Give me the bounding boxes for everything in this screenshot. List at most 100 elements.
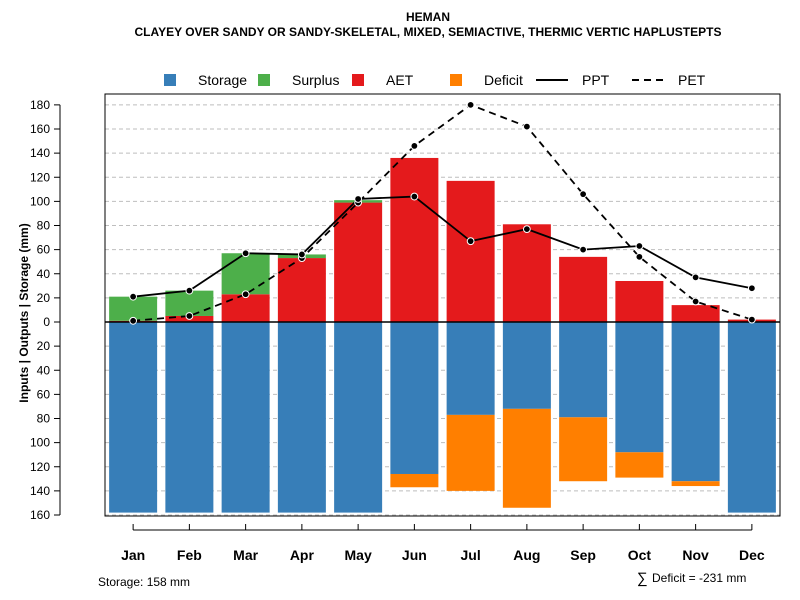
plot-frame bbox=[104, 93, 781, 517]
y-tick-label: 120 bbox=[30, 460, 50, 474]
pet-point bbox=[691, 297, 700, 306]
x-tick-label: Sep bbox=[570, 547, 596, 563]
pet-point bbox=[747, 315, 756, 324]
pet-point bbox=[410, 141, 419, 150]
y-tick-label: 100 bbox=[30, 436, 50, 450]
deficit-bar bbox=[390, 473, 439, 488]
y-tick-label: 60 bbox=[37, 243, 51, 257]
pet-point bbox=[635, 252, 644, 261]
y-tick-label: 20 bbox=[37, 339, 51, 353]
deficit-bar bbox=[446, 414, 495, 491]
legend-label: Surplus bbox=[292, 72, 339, 88]
aet-bar bbox=[334, 202, 383, 322]
x-tick-label: Apr bbox=[290, 547, 315, 563]
pet-point bbox=[241, 290, 250, 299]
y-tick-label: 0 bbox=[43, 315, 50, 329]
storage-bar bbox=[446, 322, 495, 415]
y-tick-label: 160 bbox=[30, 508, 50, 522]
legend-swatch bbox=[352, 74, 364, 86]
aet-bar bbox=[615, 280, 664, 322]
storage-bar bbox=[221, 322, 270, 513]
deficit-bar bbox=[615, 452, 664, 478]
ppt-point bbox=[747, 284, 756, 293]
x-tick-label: Jan bbox=[121, 547, 145, 563]
ppt-point bbox=[466, 237, 475, 246]
ppt-point bbox=[241, 249, 250, 258]
storage-bar bbox=[671, 322, 720, 482]
chart-subtitle: CLAYEY OVER SANDY OR SANDY-SKELETAL, MIX… bbox=[135, 25, 722, 39]
x-tick-label: Mar bbox=[233, 547, 258, 563]
aet-bar bbox=[671, 305, 720, 322]
y-tick-label: 140 bbox=[30, 146, 50, 160]
legend-label: AET bbox=[386, 72, 414, 88]
pet-point bbox=[129, 316, 138, 325]
y-axis-label: Inputs | Outputs | Storage (mm) bbox=[17, 223, 31, 402]
y-tick-label: 140 bbox=[30, 484, 50, 498]
x-tick-label: Aug bbox=[513, 547, 540, 563]
storage-note: Storage: 158 mm bbox=[98, 575, 190, 589]
storage-bar bbox=[727, 322, 776, 513]
legend-label: Deficit bbox=[484, 72, 523, 88]
pet-line bbox=[133, 103, 753, 322]
y-tick-label: 120 bbox=[30, 170, 50, 184]
y-tick-label: 160 bbox=[30, 122, 50, 136]
legend-label: PPT bbox=[582, 72, 610, 88]
storage-bar bbox=[277, 322, 326, 513]
ppt-point bbox=[635, 242, 644, 250]
surplus-bar bbox=[165, 290, 214, 316]
bars bbox=[105, 157, 780, 513]
sum-symbol: ∑ bbox=[637, 570, 648, 587]
ppt-point bbox=[579, 245, 588, 254]
y-tick-label: 60 bbox=[37, 387, 51, 401]
aet-bar bbox=[559, 256, 608, 322]
storage-bar bbox=[559, 322, 608, 418]
surplus-bar bbox=[221, 253, 270, 295]
x-tick-label: Oct bbox=[628, 547, 652, 563]
x-tick-label: Jun bbox=[402, 547, 427, 563]
deficit-bar bbox=[502, 408, 551, 508]
aet-bar bbox=[277, 258, 326, 322]
lines bbox=[129, 100, 756, 325]
legend-label: Storage bbox=[198, 72, 247, 88]
legend-label: PET bbox=[678, 72, 706, 88]
aet-bar bbox=[502, 224, 551, 322]
pet-point bbox=[185, 312, 194, 320]
storage-bar bbox=[334, 322, 383, 513]
storage-bar bbox=[390, 322, 439, 474]
y-tick-label: 40 bbox=[37, 363, 51, 377]
storage-bar bbox=[615, 322, 664, 453]
y-tick-label: 80 bbox=[37, 412, 51, 426]
axes: 0 20 40 60 80 100 120 140 160 180 20 40 60 80 100 120 14… bbox=[30, 93, 781, 563]
chart-title: HEMAN bbox=[406, 10, 450, 24]
aet-bar bbox=[390, 157, 439, 322]
surplus-bar bbox=[109, 296, 158, 321]
storage-bar bbox=[165, 322, 214, 513]
gridlines bbox=[105, 104, 780, 516]
y-tick-label: 180 bbox=[30, 98, 50, 112]
ppt-line bbox=[133, 195, 753, 298]
storage-bar bbox=[502, 322, 551, 409]
y-tick-label: 20 bbox=[37, 291, 51, 305]
legend-swatch bbox=[258, 74, 270, 86]
ppt-point bbox=[185, 286, 194, 295]
aet-bar bbox=[221, 294, 270, 322]
storage-bar bbox=[109, 322, 158, 513]
legend-swatch bbox=[164, 74, 176, 86]
deficit-bar bbox=[671, 481, 720, 487]
legend-swatch bbox=[450, 74, 462, 86]
pet-point bbox=[579, 190, 588, 199]
ppt-point bbox=[354, 195, 363, 203]
x-tick-label: May bbox=[345, 547, 372, 563]
x-tick-label: Jul bbox=[461, 547, 481, 563]
ppt-point bbox=[522, 225, 531, 234]
ppt-point bbox=[297, 250, 306, 259]
legend: Storage Surplus AET Deficit PPT PET bbox=[164, 72, 706, 88]
pet-point bbox=[466, 100, 475, 109]
x-tick-label: Nov bbox=[682, 547, 709, 563]
x-tick-label: Dec bbox=[739, 547, 765, 563]
deficit-note: Deficit = -231 mm bbox=[652, 571, 746, 585]
x-tick-label: Feb bbox=[177, 547, 202, 563]
deficit-bar bbox=[559, 417, 608, 482]
pet-point bbox=[522, 122, 531, 131]
ppt-point bbox=[691, 273, 700, 282]
